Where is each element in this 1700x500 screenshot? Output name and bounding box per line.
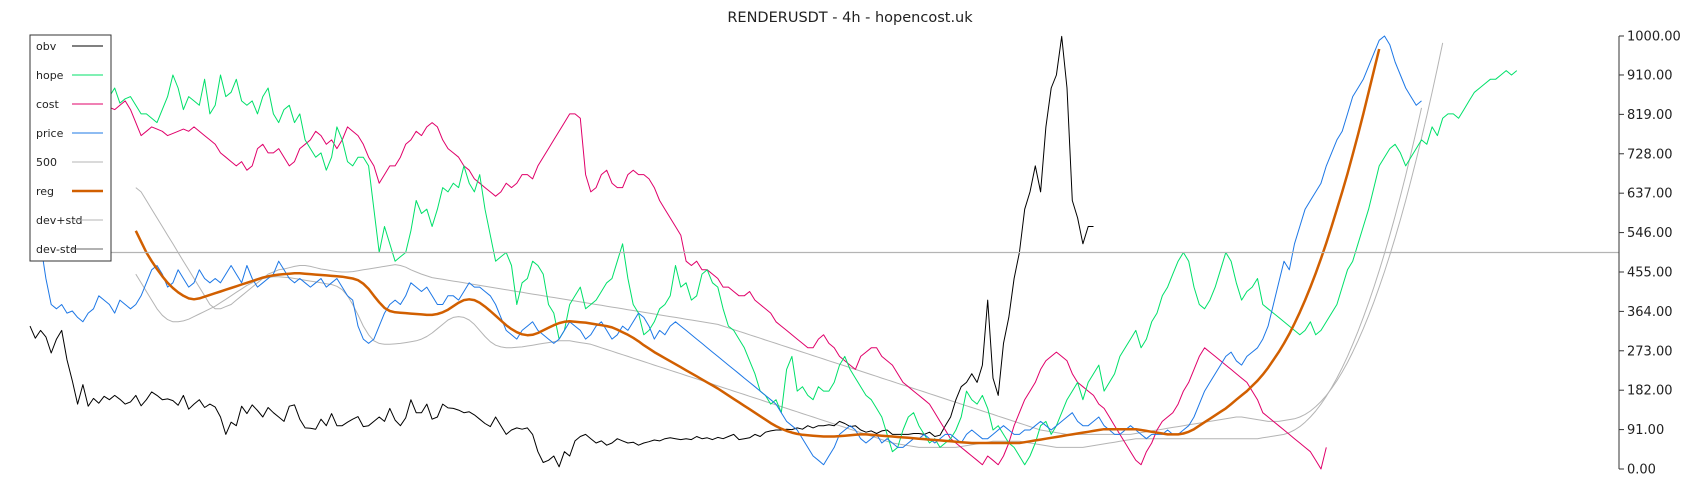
y-axis: 1000.00 910.00 819.00 728.00 637.00 546.00 455… xyxy=(1618,30,1681,478)
series-line-dev+std xyxy=(135,107,1422,448)
plot-lines xyxy=(29,35,1518,470)
y-tick-label: 819.00 xyxy=(1627,108,1673,123)
legend-label-price: price xyxy=(36,127,64,140)
y-tick-label: 91.00 xyxy=(1627,423,1664,438)
series-line-reg xyxy=(134,48,1381,445)
legend-label-reg: reg xyxy=(36,185,54,198)
series-line-500 xyxy=(135,42,1444,435)
y-tick-label: 364.00 xyxy=(1627,305,1673,320)
legend-label-dev-std: dev-std xyxy=(36,243,77,256)
y-tick-label: 1000.00 xyxy=(1627,30,1681,45)
series-line-price xyxy=(29,35,1422,466)
legend-label-hope: hope xyxy=(36,69,64,82)
legend-label-cost: cost xyxy=(36,98,60,111)
y-tick-label: 546.00 xyxy=(1627,226,1673,241)
legend-label-dev+std: dev+std xyxy=(36,214,83,227)
legend-label-obv: obv xyxy=(36,40,57,53)
y-tick-label: 728.00 xyxy=(1627,147,1673,162)
legend-box xyxy=(29,34,112,262)
chart-title: RENDERUSDT - 4h - hopencost.uk xyxy=(727,10,973,26)
legend: obv hope cost price 500 reg dev+std dev-std xyxy=(29,34,112,262)
y-tick-label: 455.00 xyxy=(1627,265,1673,280)
series-line-cost xyxy=(29,91,1327,470)
y-tick-label: 910.00 xyxy=(1627,68,1673,83)
y-tick-label: 637.00 xyxy=(1627,187,1673,202)
legend-label-500: 500 xyxy=(36,156,57,169)
y-tick-label: 182.00 xyxy=(1627,384,1673,399)
y-tick-label: 0.00 xyxy=(1627,463,1656,478)
y-tick-label: 273.00 xyxy=(1627,344,1673,359)
series-line-obv xyxy=(29,35,1094,468)
